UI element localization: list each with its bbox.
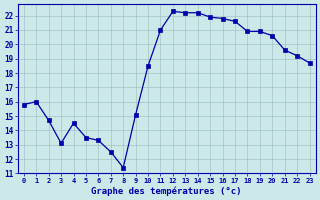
X-axis label: Graphe des températures (°c): Graphe des températures (°c)	[92, 186, 242, 196]
